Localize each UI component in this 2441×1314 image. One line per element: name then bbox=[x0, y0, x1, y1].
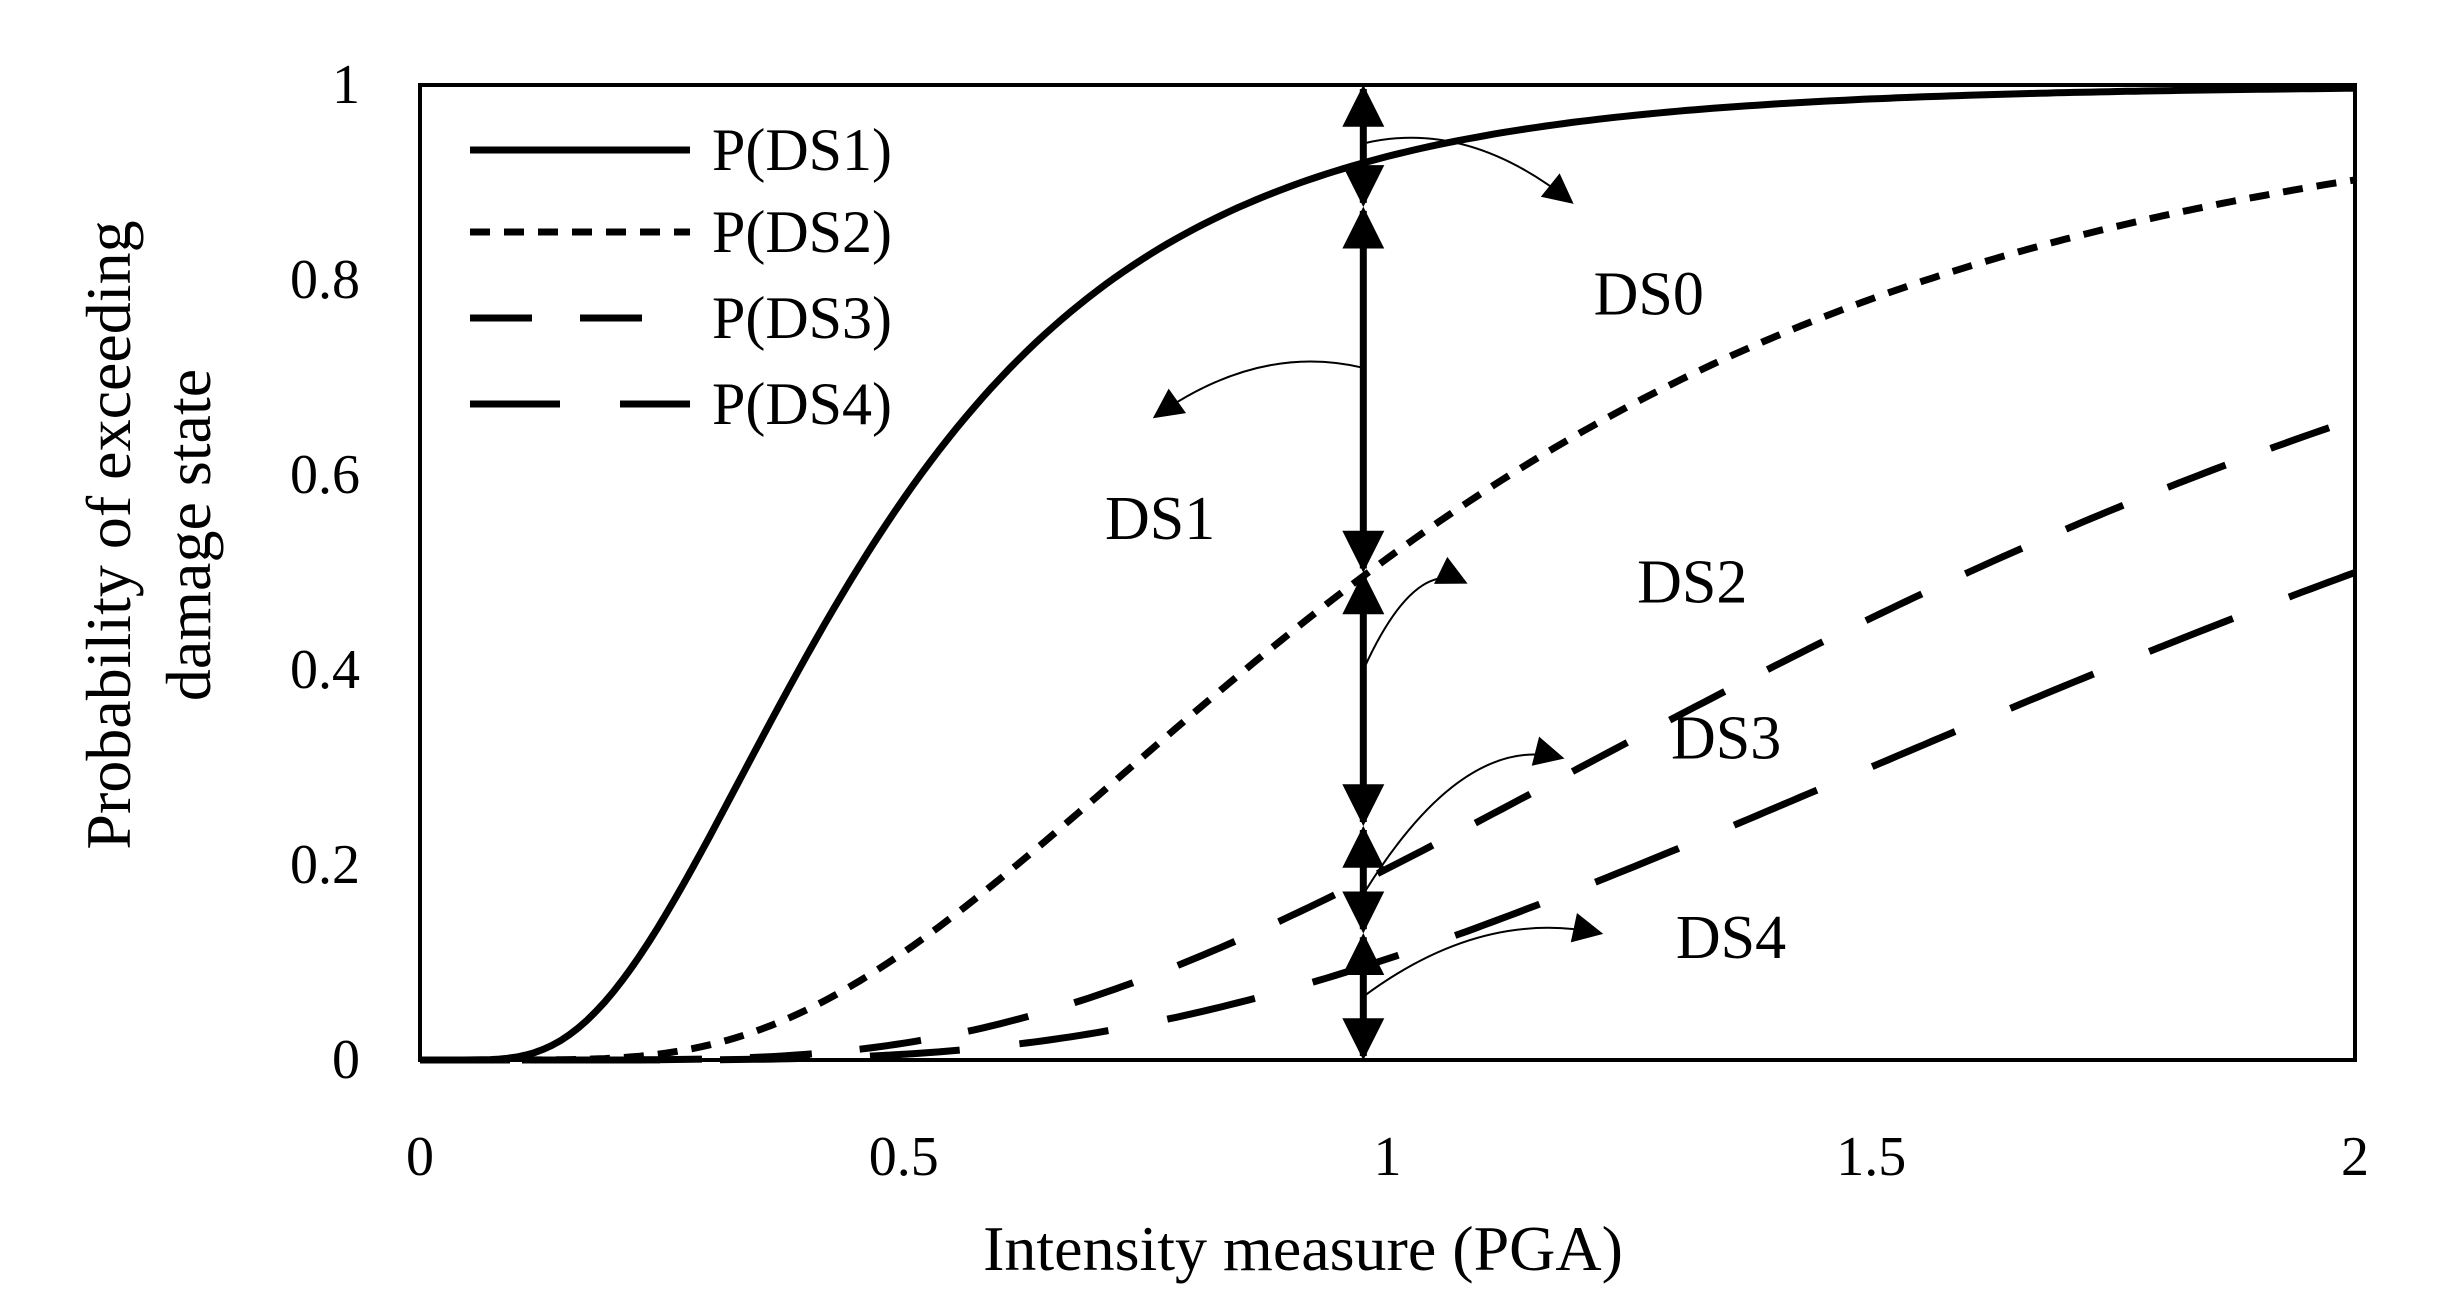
series-line-ds3 bbox=[420, 415, 2357, 1064]
y-tick-label: 0 bbox=[332, 1029, 360, 1091]
x-tick-label: 0.5 bbox=[869, 1126, 939, 1188]
leader-arrow-ds2 bbox=[1362, 556, 1468, 671]
y-axis-title-line-2: damage state bbox=[153, 369, 224, 701]
y-tick-label: 0.8 bbox=[290, 249, 360, 311]
y-tick-label: 1 bbox=[332, 54, 360, 116]
leader-arrows bbox=[1152, 136, 1604, 998]
y-tick-label: 0.4 bbox=[290, 639, 360, 701]
x-tick-label: 2 bbox=[2341, 1126, 2369, 1188]
leader-arrow-ds0 bbox=[1363, 136, 1574, 204]
y-axis-title: Probability of exceeding damage state bbox=[73, 220, 224, 849]
y-tick-labels: 0 0.2 0.4 0.6 0.8 1 bbox=[290, 54, 360, 1091]
series-line-ds1 bbox=[420, 84, 2355, 1064]
y-axis-title-line-1: Probability of exceeding bbox=[73, 220, 144, 849]
region-label-ds2: DS2 bbox=[1637, 548, 1747, 616]
x-axis-title: Intensity measure (PGA) bbox=[983, 1213, 1623, 1284]
leader-arrow-ds3 bbox=[1362, 736, 1565, 895]
legend: P(DS1) P(DS2) P(DS3) P(DS4) bbox=[470, 117, 892, 437]
y-tick-label: 0.6 bbox=[290, 444, 360, 506]
series-lines bbox=[420, 84, 2357, 1064]
legend-label-ds3: P(DS3) bbox=[712, 285, 892, 351]
leader-arrow-ds4 bbox=[1362, 913, 1604, 998]
series-line-ds4 bbox=[420, 569, 2357, 1064]
legend-label-ds1: P(DS1) bbox=[712, 117, 892, 183]
series-line-ds2 bbox=[420, 176, 2356, 1064]
region-label-ds4: DS4 bbox=[1676, 904, 1786, 972]
region-label-ds1: DS1 bbox=[1105, 485, 1215, 553]
leader-arrow-ds1 bbox=[1152, 360, 1364, 419]
region-labels: DS0 DS1 DS2 DS3 DS4 bbox=[1105, 261, 1786, 973]
x-tick-labels: 0 0.5 1 1.5 2 bbox=[406, 1126, 2369, 1188]
x-tick-label: 1 bbox=[1374, 1126, 1402, 1188]
region-label-ds3: DS3 bbox=[1671, 704, 1781, 772]
plot-frame bbox=[418, 83, 2357, 1062]
legend-label-ds4: P(DS4) bbox=[712, 371, 892, 437]
x-tick-label: 0 bbox=[406, 1126, 434, 1188]
legend-label-ds2: P(DS2) bbox=[712, 199, 892, 265]
x-tick-label: 1.5 bbox=[1836, 1126, 1906, 1188]
y-tick-label: 0.2 bbox=[290, 834, 360, 896]
region-label-ds0: DS0 bbox=[1594, 261, 1704, 329]
